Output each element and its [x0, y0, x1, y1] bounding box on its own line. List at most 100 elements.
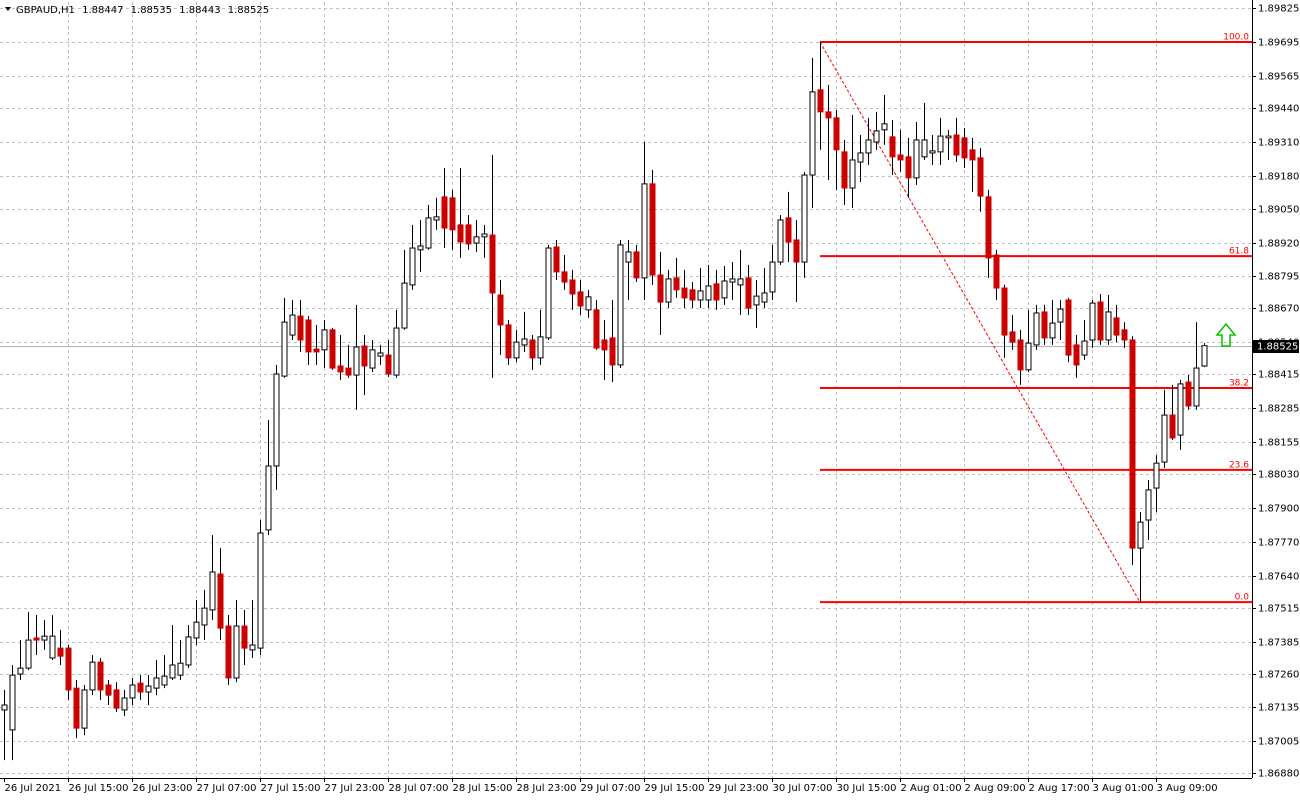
x-tick-label: 3 Aug 09:00 [1157, 783, 1218, 794]
candle-body [121, 697, 128, 711]
candle-body [809, 91, 816, 176]
candle-body [953, 134, 960, 156]
candle-body [537, 336, 544, 359]
candle-body [1113, 317, 1120, 336]
y-tick-label: 1.89050 [1258, 205, 1299, 216]
candle-body [921, 139, 928, 158]
y-tick-label: 1.88415 [1258, 370, 1299, 381]
candle-body [865, 139, 872, 154]
candle-body [601, 339, 608, 351]
candle-body [417, 245, 424, 251]
candle-body [145, 685, 152, 693]
candle-body [913, 139, 920, 179]
x-tick-label: 26 Jul 23:00 [133, 783, 193, 794]
x-tick-label: 28 Jul 15:00 [453, 783, 513, 794]
candle-body [49, 635, 56, 659]
candle-body [33, 637, 40, 641]
candle-body [89, 661, 96, 691]
y-tick-label: 1.89695 [1258, 38, 1299, 49]
candle-body [753, 295, 760, 306]
candle-body [729, 278, 736, 283]
header-high: 1.88535 [131, 5, 172, 16]
y-tick-label: 1.88670 [1258, 304, 1299, 315]
candle-body [873, 130, 880, 143]
candle-body [393, 327, 400, 376]
candle-body [1169, 414, 1176, 439]
x-tick-label: 3 Aug 01:00 [1093, 783, 1154, 794]
candle-body [1081, 340, 1088, 356]
candle-body [1193, 367, 1200, 407]
candle-body [801, 174, 808, 263]
x-tick-label: 28 Jul 23:00 [517, 783, 577, 794]
candle-body [169, 664, 176, 679]
candle-body [425, 217, 432, 249]
candle-body [1161, 414, 1168, 463]
y-tick-label: 1.86880 [1258, 769, 1299, 780]
x-tick-label: 30 Jul 15:00 [837, 783, 897, 794]
x-tick-label: 28 Jul 07:00 [389, 783, 449, 794]
candle-body [441, 196, 448, 229]
candle-body [225, 625, 232, 679]
candle-body [217, 573, 224, 629]
candle-body [1129, 339, 1136, 549]
x-tick-label: 26 Jul 15:00 [69, 783, 129, 794]
candle-body [465, 224, 472, 245]
candle-body [1185, 381, 1192, 407]
y-tick-label: 1.88795 [1258, 272, 1299, 283]
fib-level-label: 38.2 [1229, 379, 1249, 389]
candle-body [1089, 302, 1096, 341]
candle-body [9, 674, 16, 731]
candle-body [825, 111, 832, 119]
candle-body [1057, 308, 1064, 323]
candle-body [889, 136, 896, 158]
candle-body [233, 625, 240, 679]
candle-body [1177, 383, 1184, 436]
candle-body [73, 687, 80, 729]
candle-body [385, 354, 392, 375]
candle-body [617, 244, 624, 366]
candle-body [609, 337, 616, 366]
candle-body [553, 246, 560, 273]
candle-body [313, 348, 320, 353]
candle-body [97, 661, 104, 691]
symbol: GBPAUD,H1 [16, 5, 75, 16]
candle-body [193, 621, 200, 639]
candle-body [1145, 489, 1152, 521]
fib-trendline [819, 41, 1141, 603]
candle-body [161, 675, 168, 686]
candle-body [657, 274, 664, 303]
current-price-box [1253, 340, 1299, 353]
y-tick-label: 1.88030 [1258, 470, 1299, 481]
candle-body [745, 277, 752, 309]
grid [0, 2, 1252, 778]
x-tick-label: 27 Jul 07:00 [197, 783, 257, 794]
candle-body [505, 324, 512, 359]
header-toggle-icon[interactable] [5, 7, 11, 11]
candle-body [1201, 345, 1208, 367]
candle-body [185, 636, 192, 666]
candle-body [289, 314, 296, 336]
candle-body [761, 292, 768, 303]
candle-body [401, 282, 408, 329]
candle-body [473, 236, 480, 244]
candle-body [489, 234, 496, 294]
candle-body [321, 329, 328, 351]
fib-level-label: 61.8 [1229, 247, 1249, 257]
candle-body [377, 352, 384, 357]
candle-body [721, 280, 728, 299]
candle-body [529, 339, 536, 359]
candle-body [961, 137, 968, 159]
candle-body [569, 279, 576, 295]
candle-body [433, 216, 440, 221]
candle-body [545, 247, 552, 339]
candle-body [1041, 311, 1048, 339]
candle-body [905, 156, 912, 179]
candle-body [673, 277, 680, 291]
candle-body [129, 684, 136, 699]
candle-body [273, 373, 280, 467]
candle-body [265, 465, 272, 531]
candle-body [513, 341, 520, 359]
candle-body [305, 319, 312, 353]
